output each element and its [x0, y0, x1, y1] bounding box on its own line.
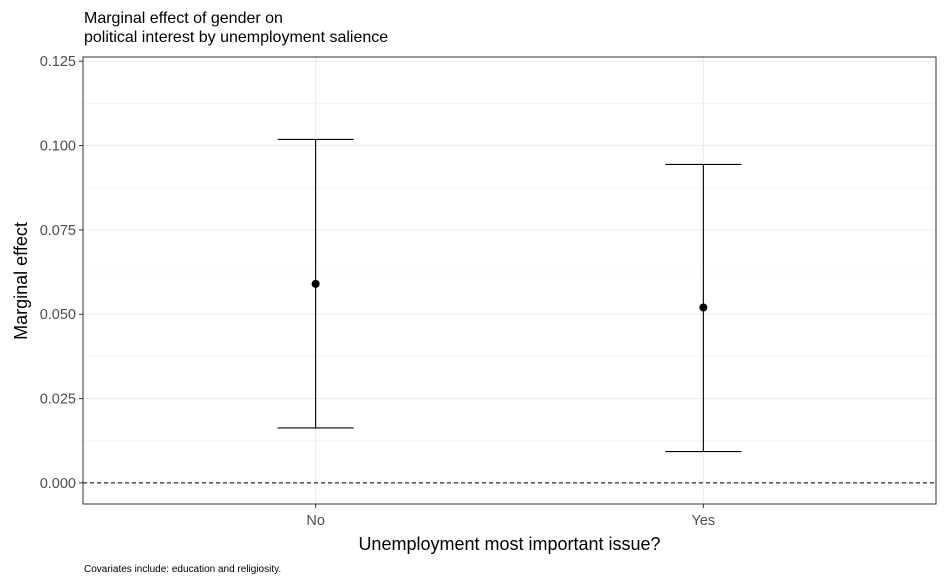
- point-estimate-yes: [699, 303, 708, 312]
- plot-panel: [82, 56, 937, 505]
- y-tick-label: 0.125: [40, 54, 76, 70]
- point-estimates: [311, 279, 708, 312]
- x-axis-title: Unemployment most important issue?: [358, 534, 660, 554]
- x-axis: No Yes: [306, 504, 715, 529]
- y-tick-label: 0.100: [40, 139, 76, 155]
- y-tick-label: 0.075: [40, 223, 76, 239]
- point-estimate-no: [311, 279, 320, 288]
- chart-title-line: Marginal effect of gender on: [84, 10, 283, 27]
- y-tick-label: 0.050: [40, 307, 76, 323]
- chart-title-line: political interest by unemployment salie…: [84, 29, 388, 46]
- y-tick-label: 0.000: [40, 476, 76, 492]
- panel-background: [83, 57, 936, 504]
- y-axis-title: Marginal effect: [11, 222, 31, 340]
- y-axis: 0.000 0.025 0.050 0.075 0.100 0.125: [40, 54, 83, 492]
- chart-title: Marginal effect of gender on political in…: [84, 10, 388, 46]
- x-tick-label-no: No: [306, 513, 325, 529]
- panel-border: [82, 56, 937, 505]
- y-tick-label: 0.025: [40, 392, 76, 408]
- chart-caption: Covariates include: education and religi…: [84, 564, 281, 575]
- x-tick-label-yes: Yes: [692, 513, 716, 529]
